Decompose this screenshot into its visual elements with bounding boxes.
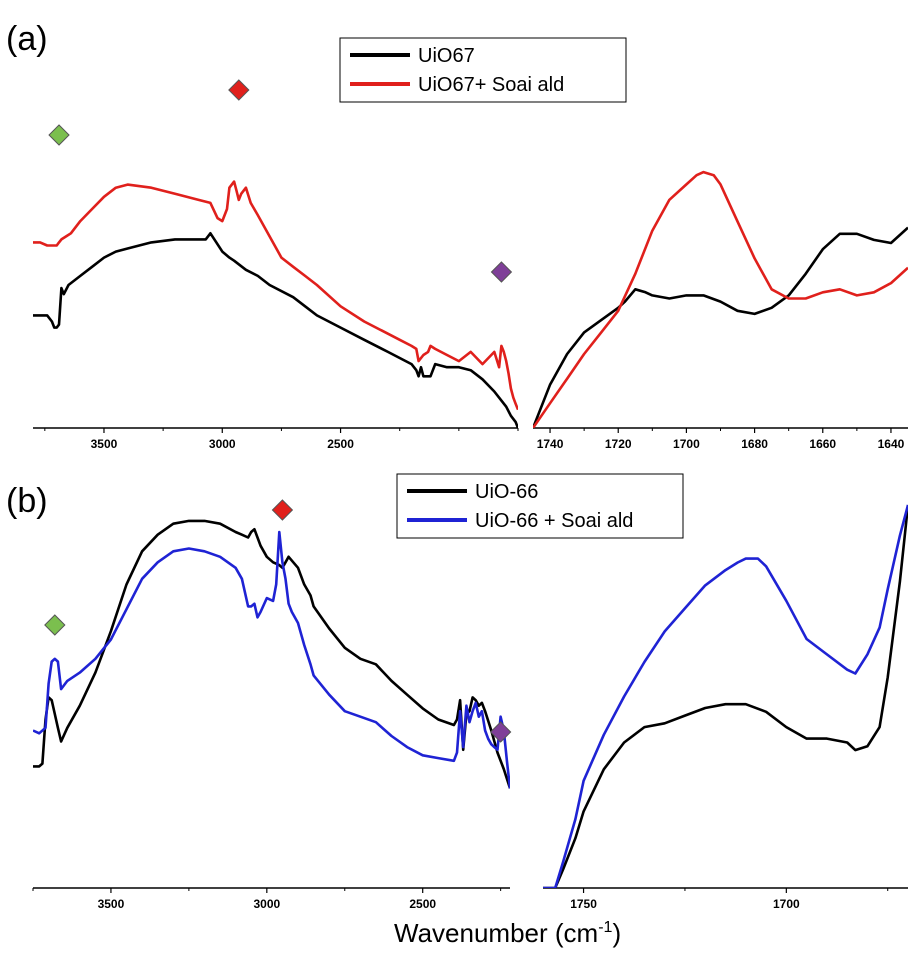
- marker-diamond: [228, 79, 250, 101]
- series-line-1: [533, 170, 908, 428]
- legend-label: UiO67+ Soai ald: [418, 74, 564, 96]
- x-tick-label: 2500: [327, 437, 354, 451]
- plot-area: 3500 3000 2500 1740 1720 1700 1680 1660 1640 3500…: [32, 79, 908, 911]
- marker-diamond: [490, 261, 513, 283]
- x-axis-label: Wavenumber (cm-1): [394, 918, 621, 948]
- x-tick-label: 1680: [741, 437, 768, 451]
- x-tick-label: 1750: [570, 897, 597, 911]
- series-line-0: [543, 504, 908, 888]
- legend-label: UiO-66: [475, 481, 538, 503]
- series-line-1: [33, 530, 510, 789]
- chart-2-left: 3500 3000 2500: [32, 499, 512, 911]
- series-line-0: [33, 232, 518, 428]
- x-tick-label: 3500: [98, 897, 125, 911]
- panel-label-b: (b): [6, 482, 48, 520]
- legend-label: UiO67: [418, 45, 475, 67]
- legend-label: UiO-66 + Soai ald: [475, 510, 633, 532]
- series-line-0: [533, 226, 908, 428]
- legend: UiO-66 UiO-66 + Soai ald: [396, 473, 684, 539]
- chart-0-left: 3500 3000 2500: [33, 79, 519, 451]
- x-tick-label: 1700: [673, 437, 700, 451]
- marker-diamond: [489, 721, 512, 743]
- marker-diamond: [44, 614, 66, 636]
- legend-box: [339, 37, 627, 103]
- x-tick-label: 1640: [878, 437, 905, 451]
- x-axis-label-sup: -1: [598, 919, 612, 936]
- series-line-1: [543, 504, 908, 888]
- x-tick-label: 2500: [409, 897, 436, 911]
- x-axis-label-close: ): [612, 918, 621, 948]
- x-tick-label: 1720: [605, 437, 632, 451]
- marker-diamond: [48, 124, 70, 146]
- legend: UiO67 UiO67+ Soai ald: [339, 37, 627, 103]
- legend-box: [396, 473, 684, 539]
- x-tick-label: 1740: [537, 437, 564, 451]
- x-tick-label: 1660: [809, 437, 836, 451]
- marker-diamond: [271, 499, 294, 521]
- legend-area: UiO67 UiO67+ Soai ald UiO-66 UiO-66 + Soai …: [339, 37, 684, 539]
- x-tick-label: 1700: [773, 897, 800, 911]
- series-line-1: [33, 180, 518, 411]
- panel-label-a: (a): [6, 20, 48, 58]
- chart-1-right: 1740 1720 1700 1680 1660 1640: [533, 170, 908, 451]
- x-tick-label: 3000: [253, 897, 280, 911]
- series-line-0: [33, 519, 510, 789]
- x-tick-label: 3000: [209, 437, 236, 451]
- x-axis-label-main: Wavenumber (cm: [394, 918, 598, 948]
- chart-3-right: 1750 1700: [543, 504, 908, 911]
- x-tick-label: 3500: [91, 437, 118, 451]
